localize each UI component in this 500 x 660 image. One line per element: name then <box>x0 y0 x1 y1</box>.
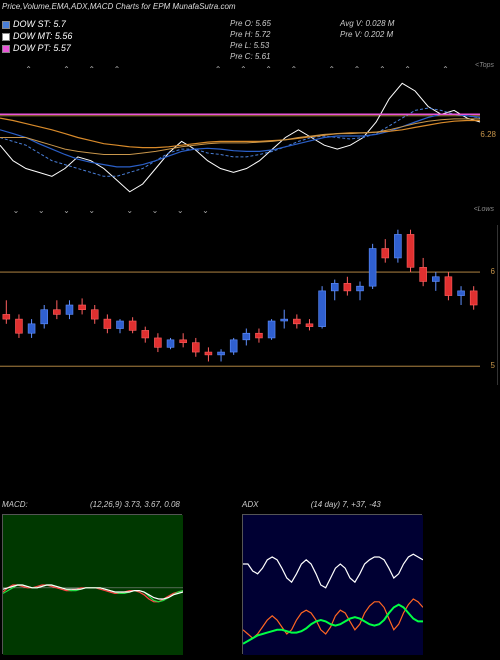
svg-text:⌃: ⌃ <box>240 65 247 74</box>
macd-panel <box>2 514 182 654</box>
svg-text:⌃: ⌃ <box>88 65 95 74</box>
svg-text:⌃: ⌃ <box>328 65 335 74</box>
svg-text:⌃: ⌃ <box>291 65 298 74</box>
grid-label-5: 5 <box>491 361 495 370</box>
svg-text:⌃: ⌃ <box>114 65 121 74</box>
macd-label: MACD: (12,26,9) 3.73, 3.67, 0.08 <box>2 500 180 509</box>
svg-text:⌃: ⌃ <box>404 65 411 74</box>
svg-text:⌄: ⌄ <box>63 206 70 215</box>
svg-text:⌄: ⌄ <box>126 206 133 215</box>
upper-ema-panel: ⌃ ⌃ ⌃ ⌃ ⌃ ⌃ ⌃ ⌃ ⌃ ⌃ ⌃ ⌃ ⌃ ⌄ ⌄ ⌄ ⌄ ⌄ ⌄ ⌄ ⌄ 6.28 <Tops <Lows <box>0 60 498 215</box>
legend: DOW ST: 5.7DOW MT: 5.56DOW PT: 5.57 <box>2 18 72 54</box>
svg-text:⌄: ⌄ <box>177 206 184 215</box>
svg-text:⌄: ⌄ <box>202 206 209 215</box>
ref-price-label: 6.28 <box>480 130 496 139</box>
upper-corner-low: <Lows <box>474 206 494 213</box>
indicator-row: MACD: (12,26,9) 3.73, 3.67, 0.08 ADX (14… <box>0 500 498 658</box>
candle-panel: 6 5 <box>0 225 498 385</box>
svg-text:⌃: ⌃ <box>265 65 272 74</box>
upper-corner-top: <Tops <box>475 62 494 69</box>
svg-text:⌄: ⌄ <box>13 206 20 215</box>
svg-text:⌃: ⌃ <box>25 65 32 74</box>
svg-text:⌃: ⌃ <box>63 65 70 74</box>
svg-text:⌃: ⌃ <box>215 65 222 74</box>
svg-text:⌄: ⌄ <box>152 206 159 215</box>
page-title: Price,Volume,EMA,ADX,MACD Charts for EPM… <box>2 2 236 11</box>
svg-text:⌃: ⌃ <box>442 65 449 74</box>
adx-label: ADX (14 day) 7, +37, -43 <box>242 500 381 509</box>
grid-label-6: 6 <box>491 267 495 276</box>
svg-text:⌃: ⌃ <box>354 65 361 74</box>
svg-text:⌄: ⌄ <box>38 206 45 215</box>
adx-panel <box>242 514 422 654</box>
info-right: Avg V: 0.028 MPre V: 0.202 M <box>340 18 394 40</box>
svg-text:⌄: ⌄ <box>88 206 95 215</box>
info-mid: Pre O: 5.65Pre H: 5.72Pre L: 5.53Pre C: … <box>230 18 271 62</box>
svg-text:⌃: ⌃ <box>379 65 386 74</box>
